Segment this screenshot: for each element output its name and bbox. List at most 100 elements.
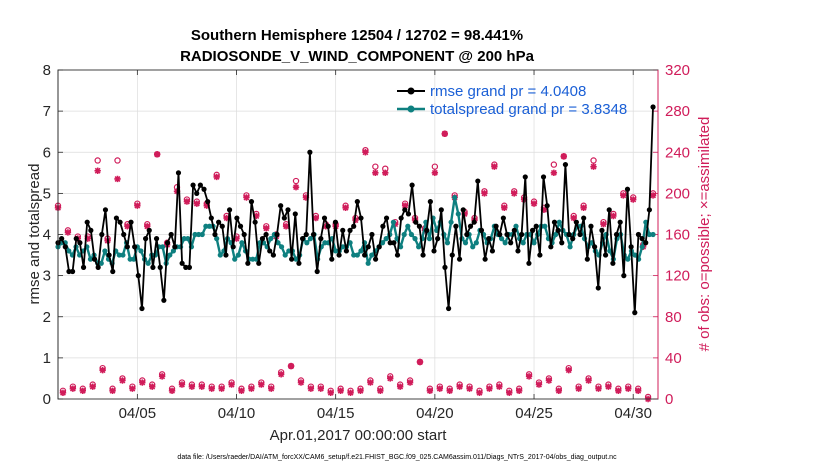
totalspread-point bbox=[203, 223, 209, 229]
obs-assimilated-marker bbox=[129, 385, 136, 392]
obs-assimilated-marker bbox=[109, 387, 116, 394]
totalspread-point bbox=[473, 240, 479, 246]
obs-assimilated-marker bbox=[406, 379, 414, 386]
totalspread-point bbox=[199, 231, 205, 238]
totalspread-point bbox=[307, 236, 314, 242]
obs-assimilated-marker bbox=[525, 373, 533, 380]
totalspread-point bbox=[632, 252, 638, 258]
rmse-point bbox=[486, 236, 492, 242]
rmse-point bbox=[77, 240, 83, 246]
rmse-point bbox=[405, 211, 412, 217]
obs-assimilated-marker bbox=[580, 204, 587, 211]
totalspread-point bbox=[498, 236, 505, 242]
x-axis-label: Apr.01,2017 00:00:00 start bbox=[270, 427, 448, 444]
y2-tick-label: 120 bbox=[665, 268, 690, 285]
totalspread-point bbox=[470, 244, 476, 250]
x-tick-label: 04/20 bbox=[416, 405, 454, 422]
rmse-point bbox=[299, 236, 306, 242]
obs-assimilated-marker bbox=[466, 385, 473, 392]
obs-assimilated-marker bbox=[585, 377, 592, 384]
obs-assimilated-marker bbox=[391, 221, 399, 228]
rmse-point bbox=[303, 231, 309, 238]
obs-assimilated-marker bbox=[357, 387, 364, 394]
totalspread-point bbox=[351, 252, 357, 258]
x-tick-label: 04/15 bbox=[317, 405, 355, 422]
obs-assimilated-marker bbox=[615, 387, 622, 394]
rmse-point bbox=[599, 227, 605, 233]
rmse-point bbox=[595, 285, 601, 291]
rmse-point bbox=[475, 178, 481, 184]
totalspread-point bbox=[159, 244, 166, 250]
rmse-point bbox=[186, 264, 193, 270]
obs-assimilated-marker bbox=[515, 387, 523, 394]
rmse-point bbox=[387, 240, 393, 246]
y-tick-label: 2 bbox=[43, 309, 51, 326]
legend-rmse-marker bbox=[407, 87, 415, 95]
rmse-point bbox=[110, 268, 116, 275]
rmse-point bbox=[460, 207, 466, 213]
totalspread-point bbox=[426, 236, 433, 242]
rmse-point bbox=[588, 223, 594, 229]
totalspread-point bbox=[167, 252, 173, 258]
obs-assimilated-marker bbox=[238, 387, 245, 394]
rmse-point bbox=[307, 149, 313, 155]
obs-assimilated-marker bbox=[183, 198, 191, 205]
rmse-point bbox=[592, 244, 598, 250]
totalspread-point bbox=[448, 219, 454, 225]
obs-assimilated-marker bbox=[198, 383, 206, 390]
obs-assimilated-marker bbox=[268, 385, 275, 392]
totalspread-point bbox=[369, 252, 375, 258]
rmse-point bbox=[427, 199, 433, 205]
totalspread-point bbox=[462, 240, 469, 246]
totalspread-point bbox=[239, 240, 245, 246]
rmse-point bbox=[383, 215, 390, 221]
rmse-point bbox=[278, 203, 284, 209]
rmse-point bbox=[259, 236, 266, 242]
obs-assimilated-marker bbox=[540, 206, 548, 214]
obs-assimilated-marker bbox=[382, 169, 389, 177]
y-tick-label: 6 bbox=[43, 144, 51, 161]
rmse-point bbox=[329, 256, 335, 262]
rmse-point bbox=[529, 227, 536, 233]
rmse-point bbox=[577, 231, 583, 238]
rmse-point bbox=[555, 227, 561, 233]
obs-assimilated-marker bbox=[535, 381, 543, 388]
rmse-point bbox=[544, 203, 550, 209]
obs-assimilated-marker bbox=[114, 175, 121, 183]
rmse-point bbox=[628, 244, 634, 250]
rmse-point bbox=[270, 252, 276, 258]
rmse-point bbox=[281, 215, 287, 221]
obs-assimilated-marker bbox=[625, 385, 632, 392]
rmse-point bbox=[500, 215, 506, 221]
obs-assimilated-marker bbox=[312, 214, 320, 222]
rmse-point bbox=[456, 256, 463, 262]
rmse-point bbox=[522, 174, 528, 180]
obs-assimilated-marker bbox=[282, 223, 290, 230]
obs-assimilated-marker bbox=[248, 385, 255, 392]
rmse-point bbox=[241, 231, 247, 238]
y-tick-label: 8 bbox=[43, 62, 51, 79]
footer-datafile: data file: /Users/raeder/DAI/ATM_forcXX/… bbox=[177, 454, 617, 461]
rmse-point bbox=[464, 231, 470, 238]
totalspread-point bbox=[354, 252, 360, 258]
totalspread-point bbox=[553, 231, 559, 238]
rmse-point bbox=[431, 248, 437, 254]
obs-possible-marker bbox=[590, 157, 597, 164]
totalspread-point bbox=[625, 256, 631, 262]
rmse-point bbox=[570, 236, 576, 242]
totalspread-point bbox=[639, 244, 645, 250]
obs-assimilated-marker bbox=[263, 225, 270, 232]
totalspread-point bbox=[116, 252, 122, 258]
y2-tick-label: 240 bbox=[665, 144, 690, 161]
rmse-point bbox=[117, 219, 123, 225]
totalspread-point bbox=[196, 231, 202, 238]
totalspread-point bbox=[333, 248, 339, 254]
obs-assimilated-marker bbox=[253, 212, 260, 220]
obs-assimilated-marker bbox=[292, 184, 300, 191]
obs-assimilated-marker bbox=[188, 383, 196, 390]
x-tick-label: 04/05 bbox=[119, 405, 157, 422]
rmse-point bbox=[150, 264, 156, 270]
obs-assimilated-marker bbox=[486, 385, 493, 392]
totalspread-point bbox=[455, 211, 461, 217]
rmse-point bbox=[533, 223, 539, 229]
